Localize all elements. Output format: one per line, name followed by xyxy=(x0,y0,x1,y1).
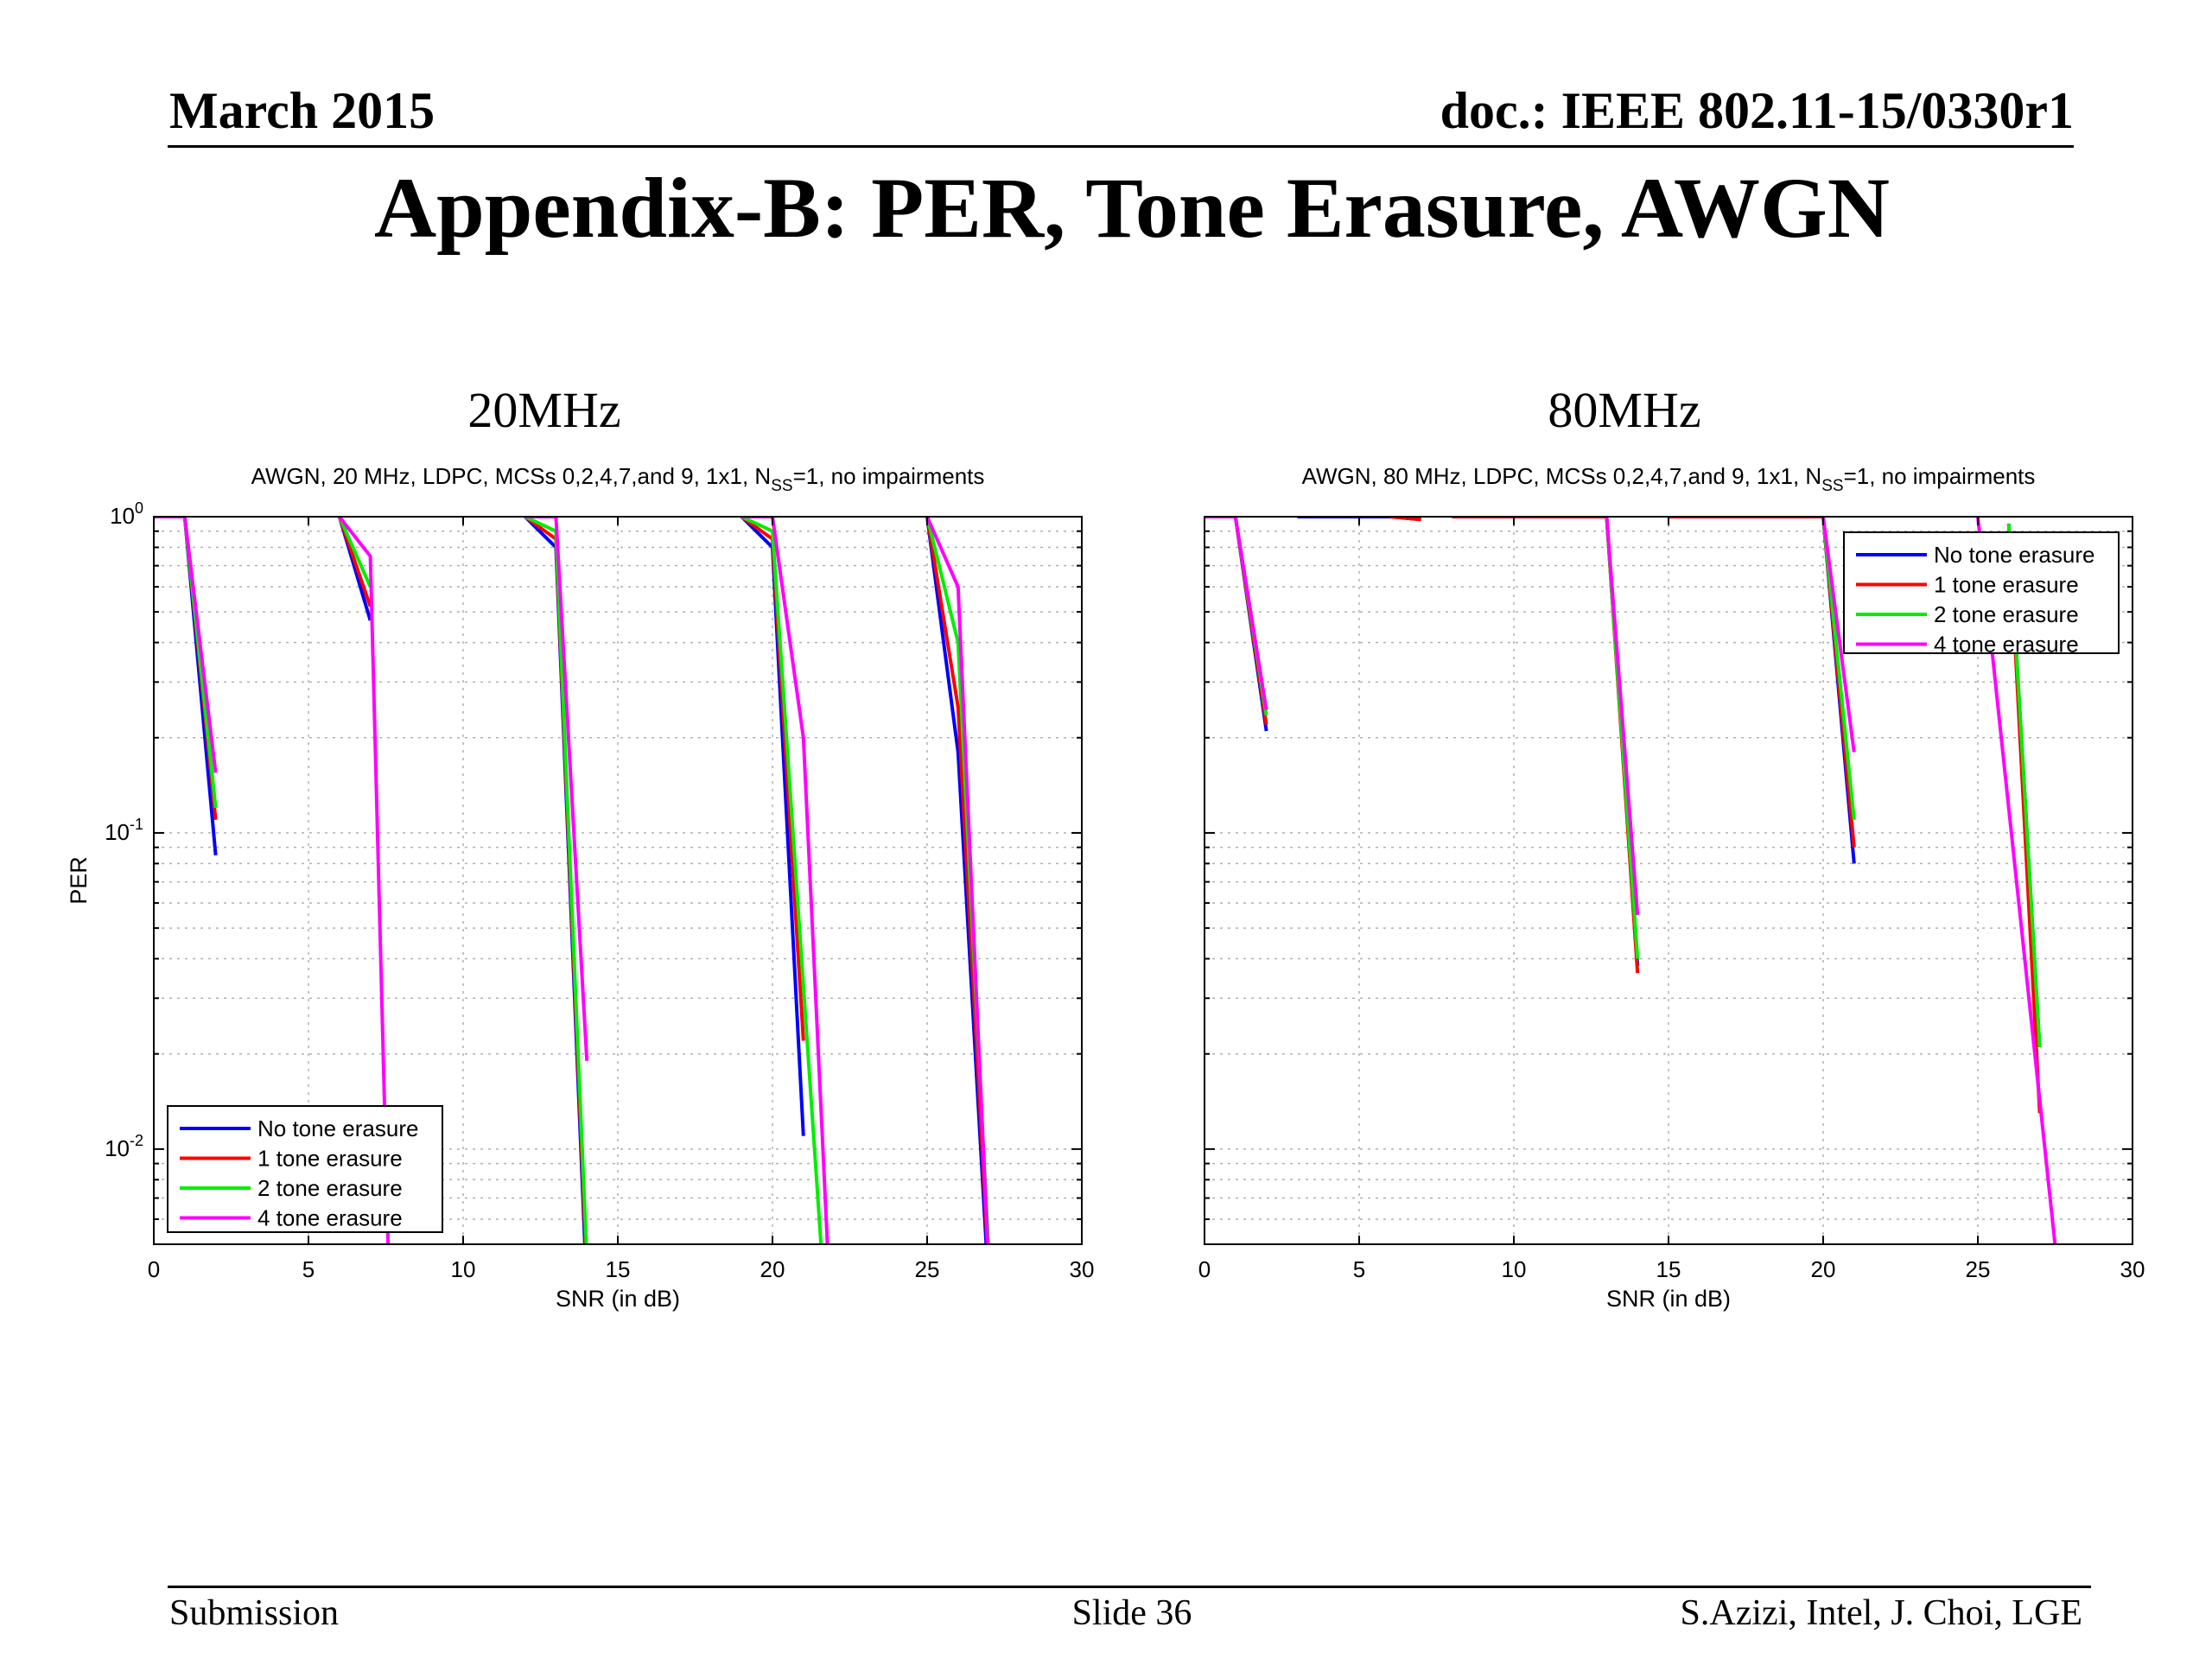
y-axis-label: PER xyxy=(66,856,92,905)
footer-slide-number: Slide 36 xyxy=(1071,1593,1192,1633)
legend-label: 4 tone erasure xyxy=(1934,632,2079,658)
footer-submission: Submission xyxy=(169,1593,340,1633)
x-tick-label: 30 xyxy=(2120,1256,2145,1282)
legend: No tone erasure 1 tone erasure 2 tone eras… xyxy=(1843,531,2120,658)
footer-authors: S.Azizi, Intel, J. Choi, LGE xyxy=(1680,1593,2082,1633)
legend-label: 1 tone erasure xyxy=(257,1146,403,1172)
x-tick-label: 15 xyxy=(1656,1256,1681,1282)
legend-box xyxy=(1843,531,2120,654)
y-tick-label: 10-1 xyxy=(105,816,143,845)
chart-panel-1: 0 5 10 15 20 25 30 AWGN, 80 MHz, LDPC, MCSs 0,2… xyxy=(1198,463,2145,1312)
legend-label: 2 tone erasure xyxy=(257,1175,403,1201)
series-line-4-tone-erasure xyxy=(154,517,218,773)
header-date: March 2015 xyxy=(169,82,435,139)
x-tick-label: 5 xyxy=(302,1256,315,1282)
x-axis-label: SNR (in dB) xyxy=(556,1286,680,1312)
footer-rule xyxy=(168,1586,2091,1588)
series-line-4-tone-erasure xyxy=(741,517,830,1244)
series-line-4-tone-erasure xyxy=(1605,517,1640,916)
header-doc-id: doc.: IEEE 802.11-15/0330r1 xyxy=(1440,82,2074,139)
series-line-2-tone-erasure xyxy=(154,517,218,809)
panel-caption-20mhz: 20MHz xyxy=(467,382,621,438)
series-line-4-tone-erasure xyxy=(1205,517,1268,710)
x-tick-label: 20 xyxy=(1811,1256,1836,1282)
x-tick-label: 10 xyxy=(451,1256,476,1282)
chart-panel-0: 0 5 10 15 20 25 30 100 10-1 10-2 AWGN, 20 MHz, LDP… xyxy=(66,463,1094,1312)
panel-caption-80mhz: 80MHz xyxy=(1548,382,1701,438)
chart-title: AWGN, 20 MHz, LDPC, MCSs 0,2,4,7,and 9, … xyxy=(251,463,985,495)
y-tick-label: 100 xyxy=(110,499,143,529)
x-tick-label: 5 xyxy=(1353,1256,1365,1282)
x-tick-label: 15 xyxy=(606,1256,631,1282)
slide-title: Appendix-B: PER, Tone Erasure, AWGN xyxy=(373,160,1891,256)
legend-label: 1 tone erasure xyxy=(1934,572,2079,598)
x-tick-label: 0 xyxy=(148,1256,160,1282)
series-line-1-tone-erasure xyxy=(1669,517,1856,848)
series-line-no-tone-erasure xyxy=(154,517,218,855)
x-tick-label: 0 xyxy=(1198,1256,1211,1282)
legend-label: 4 tone erasure xyxy=(257,1205,403,1231)
legend-label: No tone erasure xyxy=(1934,542,2094,568)
legend-label: 2 tone erasure xyxy=(1934,601,2079,627)
series-group xyxy=(154,517,990,1244)
header-rule xyxy=(168,145,2074,148)
legend-label: No tone erasure xyxy=(257,1116,418,1141)
chart-title: AWGN, 80 MHz, LDPC, MCSs 0,2,4,7,and 9, … xyxy=(1302,463,2036,495)
series-line-2-tone-erasure xyxy=(741,517,823,1244)
y-tick-label: 10-2 xyxy=(105,1132,143,1161)
legend: No tone erasure 1 tone erasure 2 tone eras… xyxy=(167,1105,443,1233)
x-tick-label: 25 xyxy=(1966,1256,1991,1282)
x-tick-label: 20 xyxy=(760,1256,785,1282)
x-tick-label: 30 xyxy=(1070,1256,1095,1282)
x-tick-label: 25 xyxy=(915,1256,940,1282)
series-line-4-tone-erasure xyxy=(1821,517,1856,753)
x-tick-label: 10 xyxy=(1502,1256,1527,1282)
series-line-4-tone-erasure xyxy=(925,517,990,1244)
series-line-4-tone-erasure xyxy=(524,517,589,1061)
x-axis-label: SNR (in dB) xyxy=(1606,1286,1731,1312)
series-line-2-tone-erasure xyxy=(337,517,372,588)
series-line-4-tone-erasure xyxy=(338,517,391,1244)
